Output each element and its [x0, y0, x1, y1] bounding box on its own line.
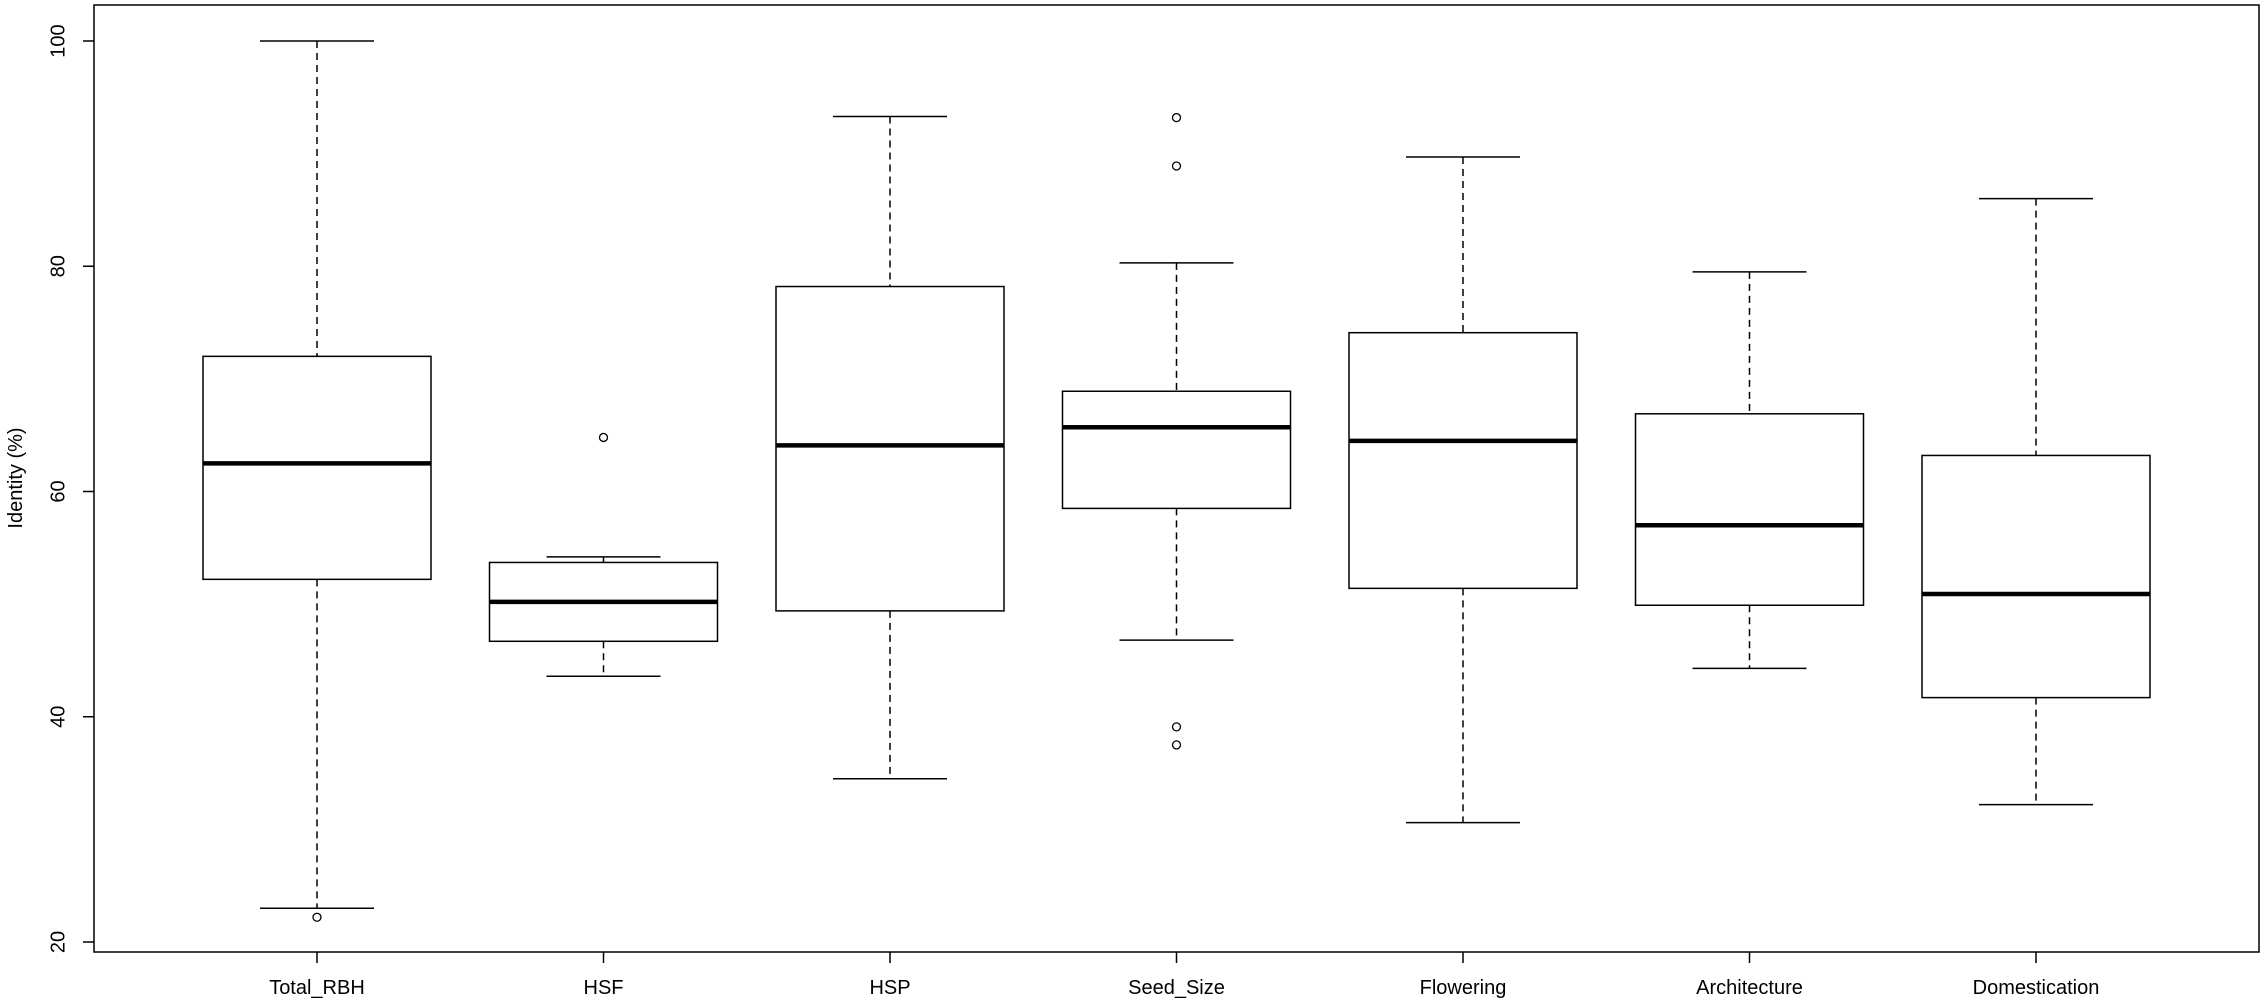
y-axis-label: Identity (%)	[5, 427, 27, 528]
y-tick-label: 60	[47, 480, 69, 502]
outlier-point	[598, 432, 609, 443]
box-domestication	[1921, 197, 2151, 806]
x-tick-label: Flowering	[1420, 977, 1507, 999]
box-series	[202, 40, 2151, 922]
outlier-point	[312, 912, 322, 922]
y-tick-label: 100	[47, 24, 69, 57]
iqr-box	[1634, 413, 1865, 607]
box-hsp	[775, 115, 1005, 780]
y-tick-label: 40	[47, 706, 69, 728]
y-axis: 20 40 60 80 100	[47, 24, 94, 953]
outlier-point	[1171, 161, 1182, 171]
box-total-rbh	[202, 40, 432, 922]
outlier-point	[1171, 740, 1182, 750]
outlier-point	[1171, 722, 1182, 732]
box-hsf	[488, 432, 719, 677]
x-tick-label: Architecture	[1696, 977, 1803, 999]
iqr-box	[775, 285, 1005, 612]
x-tick-label: HSF	[584, 977, 624, 999]
x-tick-label: Seed_Size	[1128, 977, 1225, 999]
y-tick-label: 80	[47, 255, 69, 277]
box-seed-size	[1061, 112, 1292, 750]
iqr-box	[1061, 390, 1292, 510]
iqr-box	[1921, 454, 2151, 699]
x-tick-label: HSP	[869, 977, 910, 999]
box-flowering	[1348, 156, 1578, 824]
x-tick-label: Total_RBH	[269, 977, 365, 999]
x-tick-label: Domestication	[1973, 977, 2100, 999]
iqr-box	[1348, 331, 1578, 590]
y-tick-label: 20	[47, 931, 69, 953]
outlier-point	[1171, 112, 1182, 123]
box-architecture	[1634, 271, 1865, 670]
x-axis: Total_RBH HSF HSP Seed_Size Flowering Archite…	[269, 952, 2099, 999]
iqr-box	[202, 355, 432, 581]
